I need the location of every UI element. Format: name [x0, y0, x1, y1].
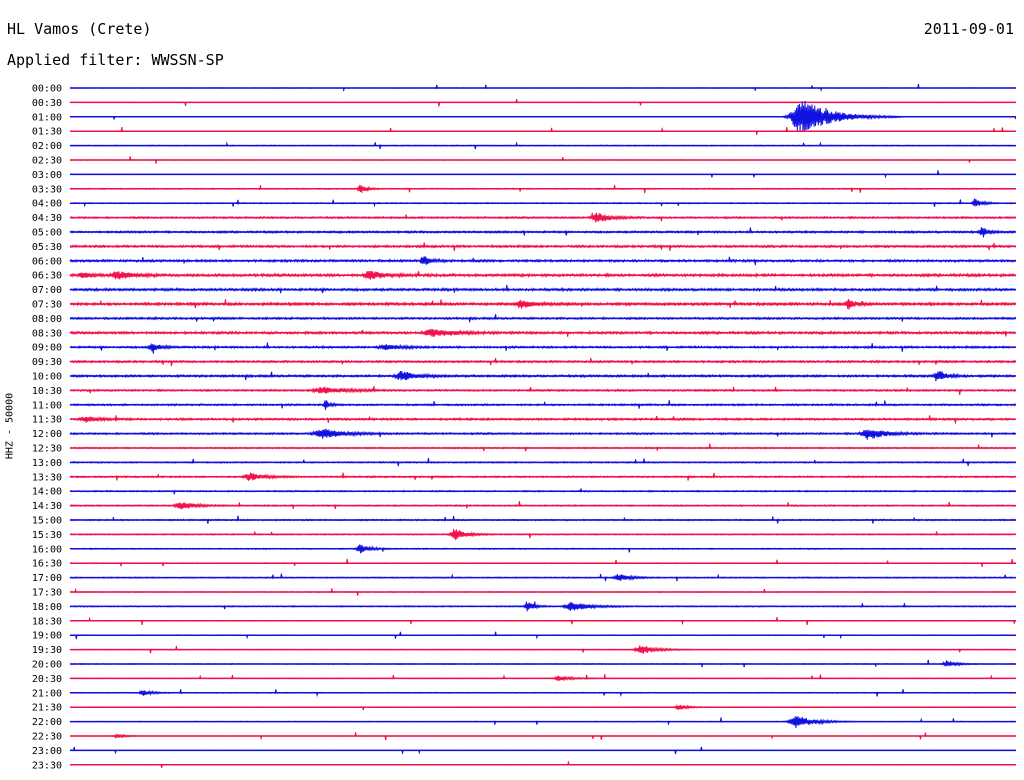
row-time-label: 14:30 — [32, 501, 62, 512]
row-time-label: 01:00 — [32, 112, 62, 123]
row-time-label: 23:30 — [32, 760, 62, 771]
row-time-label: 16:30 — [32, 559, 62, 570]
row-time-label: 18:30 — [32, 616, 62, 627]
row-time-label: 04:00 — [32, 199, 62, 210]
row-time-label: 02:00 — [32, 141, 62, 152]
row-time-label: 21:30 — [32, 703, 62, 714]
row-time-label: 09:00 — [32, 343, 62, 354]
row-time-label: 07:30 — [32, 300, 62, 311]
row-time-label: 11:00 — [32, 400, 62, 411]
trace-row-0900 — [69, 342, 1017, 354]
row-time-label: 02:30 — [32, 156, 62, 167]
row-time-label: 06:00 — [32, 256, 62, 267]
row-time-label: 12:30 — [32, 444, 62, 455]
row-time-label: 03:30 — [32, 184, 62, 195]
row-time-label: 09:30 — [32, 357, 62, 368]
row-time-label: 13:30 — [32, 472, 62, 483]
row-time-label: 18:00 — [32, 602, 62, 613]
row-time-label: 11:30 — [32, 415, 62, 426]
row-time-label: 17:30 — [32, 588, 62, 599]
row-time-label: 17:00 — [32, 573, 62, 584]
row-time-label: 10:30 — [32, 386, 62, 397]
row-time-label: 05:30 — [32, 242, 62, 253]
row-time-label: 10:00 — [32, 372, 62, 383]
row-time-label: 04:30 — [32, 213, 62, 224]
row-time-label: 15:00 — [32, 516, 62, 527]
row-time-label: 19:30 — [32, 645, 62, 656]
row-time-label: 08:30 — [32, 328, 62, 339]
row-time-label: 15:30 — [32, 530, 62, 541]
row-time-label: 07:00 — [32, 285, 62, 296]
row-time-label: 08:00 — [32, 314, 62, 325]
row-time-label: 13:00 — [32, 458, 62, 469]
applied-filter-label: Applied filter: WWSSN-SP — [7, 51, 224, 69]
row-time-label: 20:30 — [32, 674, 62, 685]
row-time-label: 01:30 — [32, 127, 62, 138]
row-time-label: 23:00 — [32, 746, 62, 757]
row-time-label: 12:00 — [32, 429, 62, 440]
row-time-label: 20:00 — [32, 660, 62, 671]
row-time-label: 00:00 — [32, 84, 62, 95]
row-time-label: 16:00 — [32, 544, 62, 555]
row-time-label: 19:00 — [32, 631, 62, 642]
trace-row-2030 — [69, 673, 1016, 682]
row-time-label: 22:00 — [32, 717, 62, 728]
trace-row-0100 — [69, 100, 1017, 132]
record-date: 2011-09-01 — [923, 20, 1014, 38]
row-time-label: 06:30 — [32, 271, 62, 282]
row-time-label: 21:00 — [32, 688, 62, 699]
station-title: HL Vamos (Crete) — [7, 20, 152, 38]
row-time-label: 14:00 — [32, 487, 62, 498]
row-time-label: 22:30 — [32, 732, 62, 743]
row-time-label: 05:00 — [32, 228, 62, 239]
row-time-label: 03:00 — [32, 170, 62, 181]
row-time-label: 00:30 — [32, 98, 62, 109]
